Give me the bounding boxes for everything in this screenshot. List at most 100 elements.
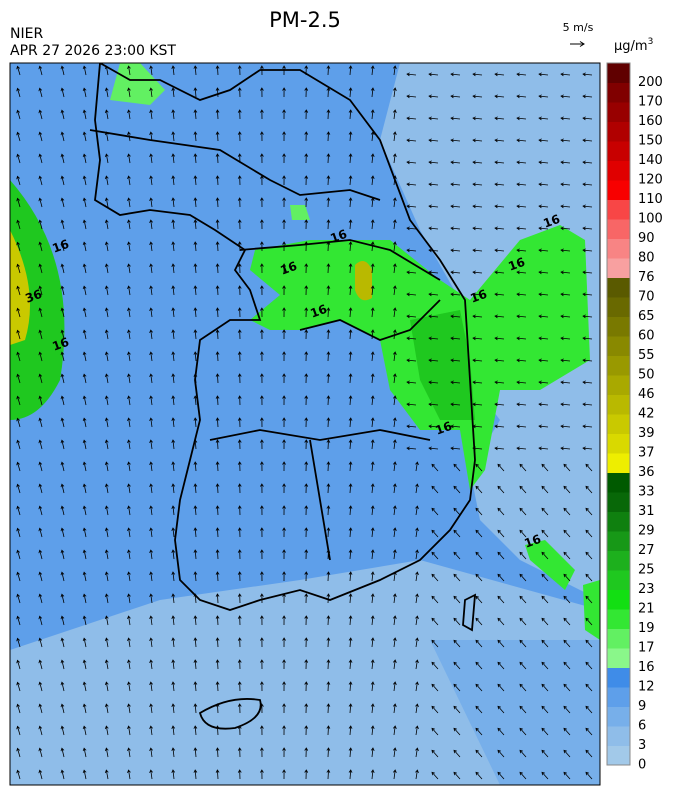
wind-arrow [406, 358, 417, 363]
wind-arrow [60, 417, 65, 428]
wind-arrow [538, 138, 549, 143]
wind-arrow [16, 417, 21, 428]
wind-arrow [497, 683, 505, 692]
wind-arrow [60, 373, 65, 384]
wind-arrow [282, 109, 286, 120]
wind-arrow [304, 219, 309, 230]
wind-arrow [16, 307, 21, 318]
wind-arrow [326, 461, 331, 472]
wind-arrow [450, 314, 461, 319]
wind-arrow [60, 593, 65, 604]
contour-label: 36 [23, 287, 43, 306]
colorbar-label: 70 [638, 290, 655, 305]
wind-arrow [16, 197, 21, 208]
wind-arrow [326, 65, 331, 76]
wind-arrow [392, 219, 397, 230]
wind-arrow [260, 131, 264, 142]
wind-arrow [304, 527, 309, 538]
wind-arrow [585, 617, 593, 626]
colorbar-label: 31 [638, 504, 655, 519]
wind-arrow [519, 529, 527, 538]
wind-arrow [127, 725, 131, 736]
wind-arrow [348, 351, 353, 362]
wind-arrow [304, 615, 309, 626]
wind-arrow [16, 461, 21, 472]
wind-arrow [127, 681, 131, 692]
wind-arrow [406, 72, 417, 77]
wind-arrow [104, 87, 109, 98]
wind-arrow [60, 703, 65, 714]
wind-arrow [16, 175, 21, 186]
wind-arrow [475, 573, 483, 582]
wind-arrow [193, 109, 198, 120]
wind-arrow [431, 727, 439, 736]
wind-arrow [149, 109, 153, 120]
wind-arrow [428, 94, 439, 99]
wind-arrow [392, 615, 397, 626]
wind-arrow [38, 219, 43, 230]
wind-arrow [582, 446, 593, 451]
wind-arrow [392, 417, 397, 428]
wind-arrow [541, 727, 549, 736]
wind-arrow [406, 336, 417, 341]
wind-arrow [282, 659, 286, 670]
wind-arrow [415, 615, 419, 626]
wind-arrow [282, 571, 286, 582]
wind-arrow [282, 307, 286, 318]
wind-arrow [260, 725, 264, 736]
wind-arrow [215, 461, 220, 472]
wind-arrow [16, 285, 21, 296]
wind-arrow [237, 87, 242, 98]
wind-arrow [215, 197, 220, 208]
wind-arrow [149, 703, 153, 714]
colorbar-swatch [607, 355, 630, 376]
wind-arrow [475, 507, 483, 516]
wind-arrow [215, 571, 220, 582]
wind-arrow [560, 116, 571, 121]
wind-arrow [392, 285, 397, 296]
wind-arrow [260, 65, 264, 76]
wind-arrow [585, 463, 593, 472]
wind-arrow [127, 285, 131, 296]
wind-arrow [497, 661, 505, 670]
wind-arrow [282, 439, 286, 450]
wind-arrow [370, 637, 375, 648]
wind-arrow [392, 527, 397, 538]
colorbar-label: 6 [638, 719, 646, 734]
wind-arrow [326, 351, 331, 362]
colorbar-label: 21 [638, 602, 655, 617]
wind-arrow [260, 263, 264, 274]
wind-arrow [215, 747, 220, 758]
wind-arrow [450, 446, 461, 451]
wind-arrow [193, 505, 198, 516]
wind-arrow [304, 131, 309, 142]
wind-arrow [82, 725, 87, 736]
wind-arrow [406, 402, 417, 407]
wind-arrow [538, 446, 549, 451]
colorbar-label: 160 [638, 114, 663, 129]
wind-arrow [370, 307, 375, 318]
wind-arrow [348, 637, 353, 648]
wind-arrow [348, 285, 353, 296]
wind-arrow [450, 226, 461, 231]
wind-arrow [304, 285, 309, 296]
wind-arrow [237, 725, 242, 736]
wind-arrow [392, 307, 397, 318]
wind-arrow [538, 204, 549, 209]
wind-arrow [215, 593, 220, 604]
wind-arrow [370, 571, 375, 582]
wind-arrow [450, 138, 461, 143]
wind-arrow [260, 615, 264, 626]
wind-arrow [585, 639, 593, 648]
wind-arrow [326, 153, 331, 164]
wind-arrow [193, 131, 198, 142]
wind-arrow [215, 703, 220, 714]
wind-arrow [193, 637, 198, 648]
wind-arrow [494, 138, 505, 143]
wind-arrow [497, 617, 505, 626]
wind-arrow [450, 94, 461, 99]
colorbar-swatch [607, 472, 630, 493]
wind-arrow [60, 505, 65, 516]
wind-arrow [348, 197, 353, 208]
wind-arrow [16, 615, 21, 626]
